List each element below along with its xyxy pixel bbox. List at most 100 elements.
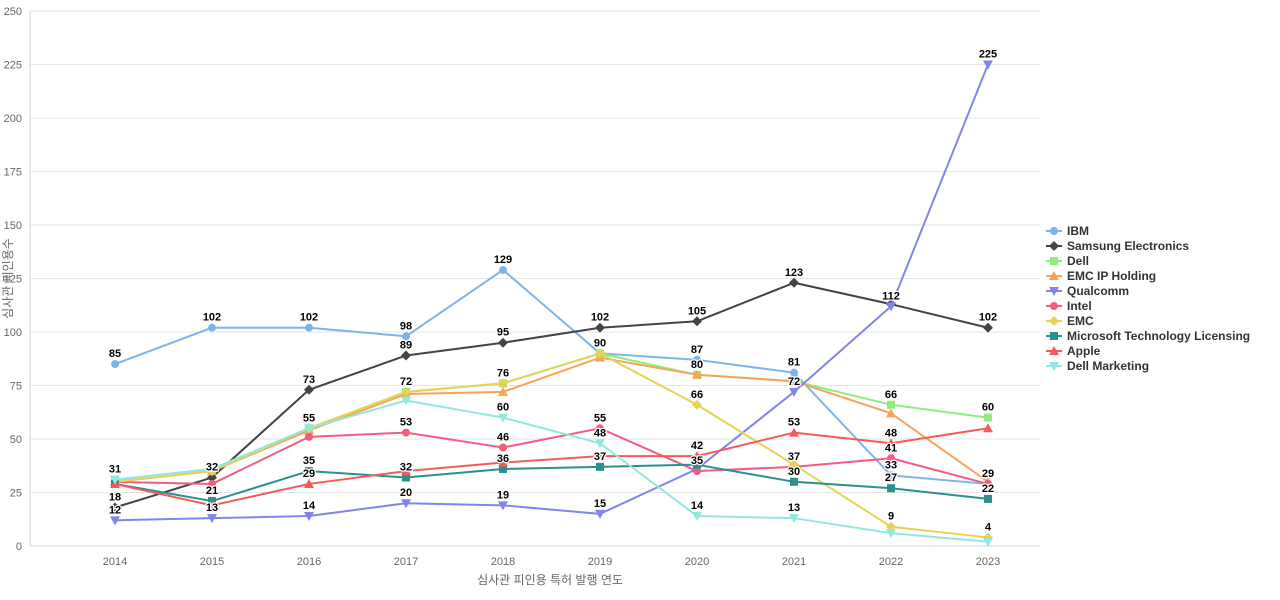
data-point-marker — [499, 464, 507, 473]
data-point-marker — [692, 399, 702, 410]
data-point-marker — [207, 514, 217, 524]
data-label-dell-2017: 72 — [400, 376, 412, 388]
data-point-marker — [595, 322, 605, 333]
data-label-samsung-electronics-2019: 102 — [591, 312, 609, 324]
legend-item-emc-ip-holding[interactable]: EMC IP Holding — [1046, 269, 1156, 283]
data-label-microsoft-technology-licensing-2015: 21 — [206, 485, 218, 497]
series-line-dell-marketing — [110, 396, 993, 547]
data-point-marker — [984, 479, 992, 488]
legend-marker-square-icon — [1050, 257, 1058, 265]
data-point-marker — [984, 413, 992, 422]
legend-item-label: Intel — [1067, 299, 1092, 313]
data-point-marker — [596, 424, 604, 433]
y-gridlines — [30, 10, 1040, 547]
data-label-ibm-2015: 102 — [203, 312, 221, 324]
data-label-ibm-2022: 33 — [885, 459, 897, 471]
data-point-marker — [789, 427, 799, 437]
series-line-samsung-electronics — [110, 277, 993, 513]
data-label-dell-2019: 90 — [594, 337, 606, 349]
series-line-apple — [110, 423, 993, 510]
data-label-microsoft-technology-licensing-2019: 37 — [594, 451, 606, 463]
data-point-marker — [693, 467, 701, 476]
data-point-marker — [304, 512, 314, 522]
data-label-dell-marketing-2018: 60 — [497, 402, 509, 414]
legend-item-dell[interactable]: Dell — [1046, 254, 1089, 268]
legend-item-samsung-electronics[interactable]: Samsung Electronics — [1046, 239, 1189, 253]
x-tick-label: 2022 — [879, 556, 903, 568]
data-label-intel-2019: 55 — [594, 412, 606, 424]
data-label-apple-2021: 53 — [788, 417, 800, 429]
data-label-microsoft-technology-licensing-2016: 35 — [303, 455, 315, 467]
data-point-marker — [498, 337, 508, 348]
data-point-marker — [693, 460, 701, 469]
data-point-marker — [499, 265, 507, 274]
data-point-marker — [498, 501, 508, 511]
data-label-microsoft-technology-licensing-2023: 22 — [982, 483, 994, 495]
legend-item-qualcomm[interactable]: Qualcomm — [1046, 284, 1129, 298]
legend-marker-circle-icon — [1050, 302, 1058, 310]
legend-item-microsoft-technology-licensing[interactable]: Microsoft Technology Licensing — [1046, 329, 1250, 343]
data-point-marker — [692, 451, 702, 461]
legend-item-intel[interactable]: Intel — [1046, 299, 1092, 313]
legend-item-ibm[interactable]: IBM — [1046, 224, 1089, 238]
data-point-marker — [111, 360, 119, 369]
data-label-dell-marketing-2014: 31 — [109, 464, 121, 476]
legend-item-label: EMC IP Holding — [1067, 269, 1156, 283]
data-point-marker — [595, 451, 605, 461]
data-point-marker — [110, 516, 120, 526]
data-point-marker — [402, 428, 410, 437]
data-label-samsung-electronics-2018: 95 — [497, 327, 509, 339]
x-tick-label: 2021 — [782, 556, 806, 568]
data-label-samsung-electronics-2017: 89 — [400, 340, 412, 352]
data-point-marker — [693, 355, 701, 364]
legend-item-dell-marketing[interactable]: Dell Marketing — [1046, 359, 1149, 373]
data-point-marker — [983, 423, 993, 433]
data-label-ibm-2021: 81 — [788, 357, 800, 369]
legend-marker-triangle-down-icon — [1049, 362, 1059, 371]
y-tick-label: 175 — [4, 167, 22, 179]
data-label-ibm-2014: 85 — [109, 348, 121, 360]
data-label-intel-2022: 41 — [885, 442, 897, 454]
data-point-marker — [886, 302, 896, 312]
y-tick-label: 225 — [4, 60, 22, 72]
data-point-marker — [789, 277, 799, 288]
data-point-marker — [886, 529, 896, 539]
data-point-marker — [208, 479, 216, 488]
data-label-samsung-electronics-2020: 105 — [688, 305, 706, 317]
data-point-marker — [499, 443, 507, 452]
x-tick-label: 2017 — [394, 556, 418, 568]
data-point-marker — [984, 494, 992, 503]
x-axis-tick-labels: 2014 2015 2016 2017 2018 2019 2020 2021 2022 2023 — [103, 556, 1000, 568]
legend-item-label: Dell — [1067, 254, 1089, 268]
data-label-dell-2016: 55 — [303, 412, 315, 424]
x-tick-label: 2015 — [200, 556, 224, 568]
series-path-samsung-electronics — [114, 281, 989, 509]
data-point-marker — [983, 537, 993, 547]
legend-item-apple[interactable]: Apple — [1046, 344, 1101, 358]
data-point-marker — [498, 378, 508, 389]
data-point-marker — [789, 514, 799, 524]
data-point-marker — [790, 368, 798, 377]
data-point-marker — [401, 466, 411, 476]
x-tick-label: 2014 — [103, 556, 127, 568]
data-point-marker — [595, 509, 605, 519]
data-point-marker — [887, 471, 895, 480]
data-point-marker — [596, 462, 604, 471]
legend-item-label: Samsung Electronics — [1067, 239, 1189, 253]
data-label-dell-marketing-2020: 14 — [691, 500, 704, 512]
data-label-emc-2023: 4 — [985, 521, 992, 533]
data-label-qualcomm-2021: 72 — [788, 376, 800, 388]
data-point-marker — [692, 369, 702, 379]
data-point-marker — [887, 484, 895, 493]
x-tick-label: 2016 — [297, 556, 321, 568]
data-point-marker — [401, 386, 411, 397]
series-line-emc — [110, 348, 993, 543]
legend-item-emc[interactable]: EMC — [1046, 314, 1094, 328]
legend-item-label: Qualcomm — [1067, 284, 1129, 298]
x-axis-title: 심사관 피인용 특허 발행 연도 — [477, 572, 623, 587]
y-axis-title: 심사관 피인용수 — [1, 238, 15, 319]
data-label-samsung-electronics-2016: 73 — [303, 374, 315, 386]
data-label-microsoft-technology-licensing-2022: 27 — [885, 472, 897, 484]
data-label-intel-2018: 46 — [497, 432, 509, 444]
